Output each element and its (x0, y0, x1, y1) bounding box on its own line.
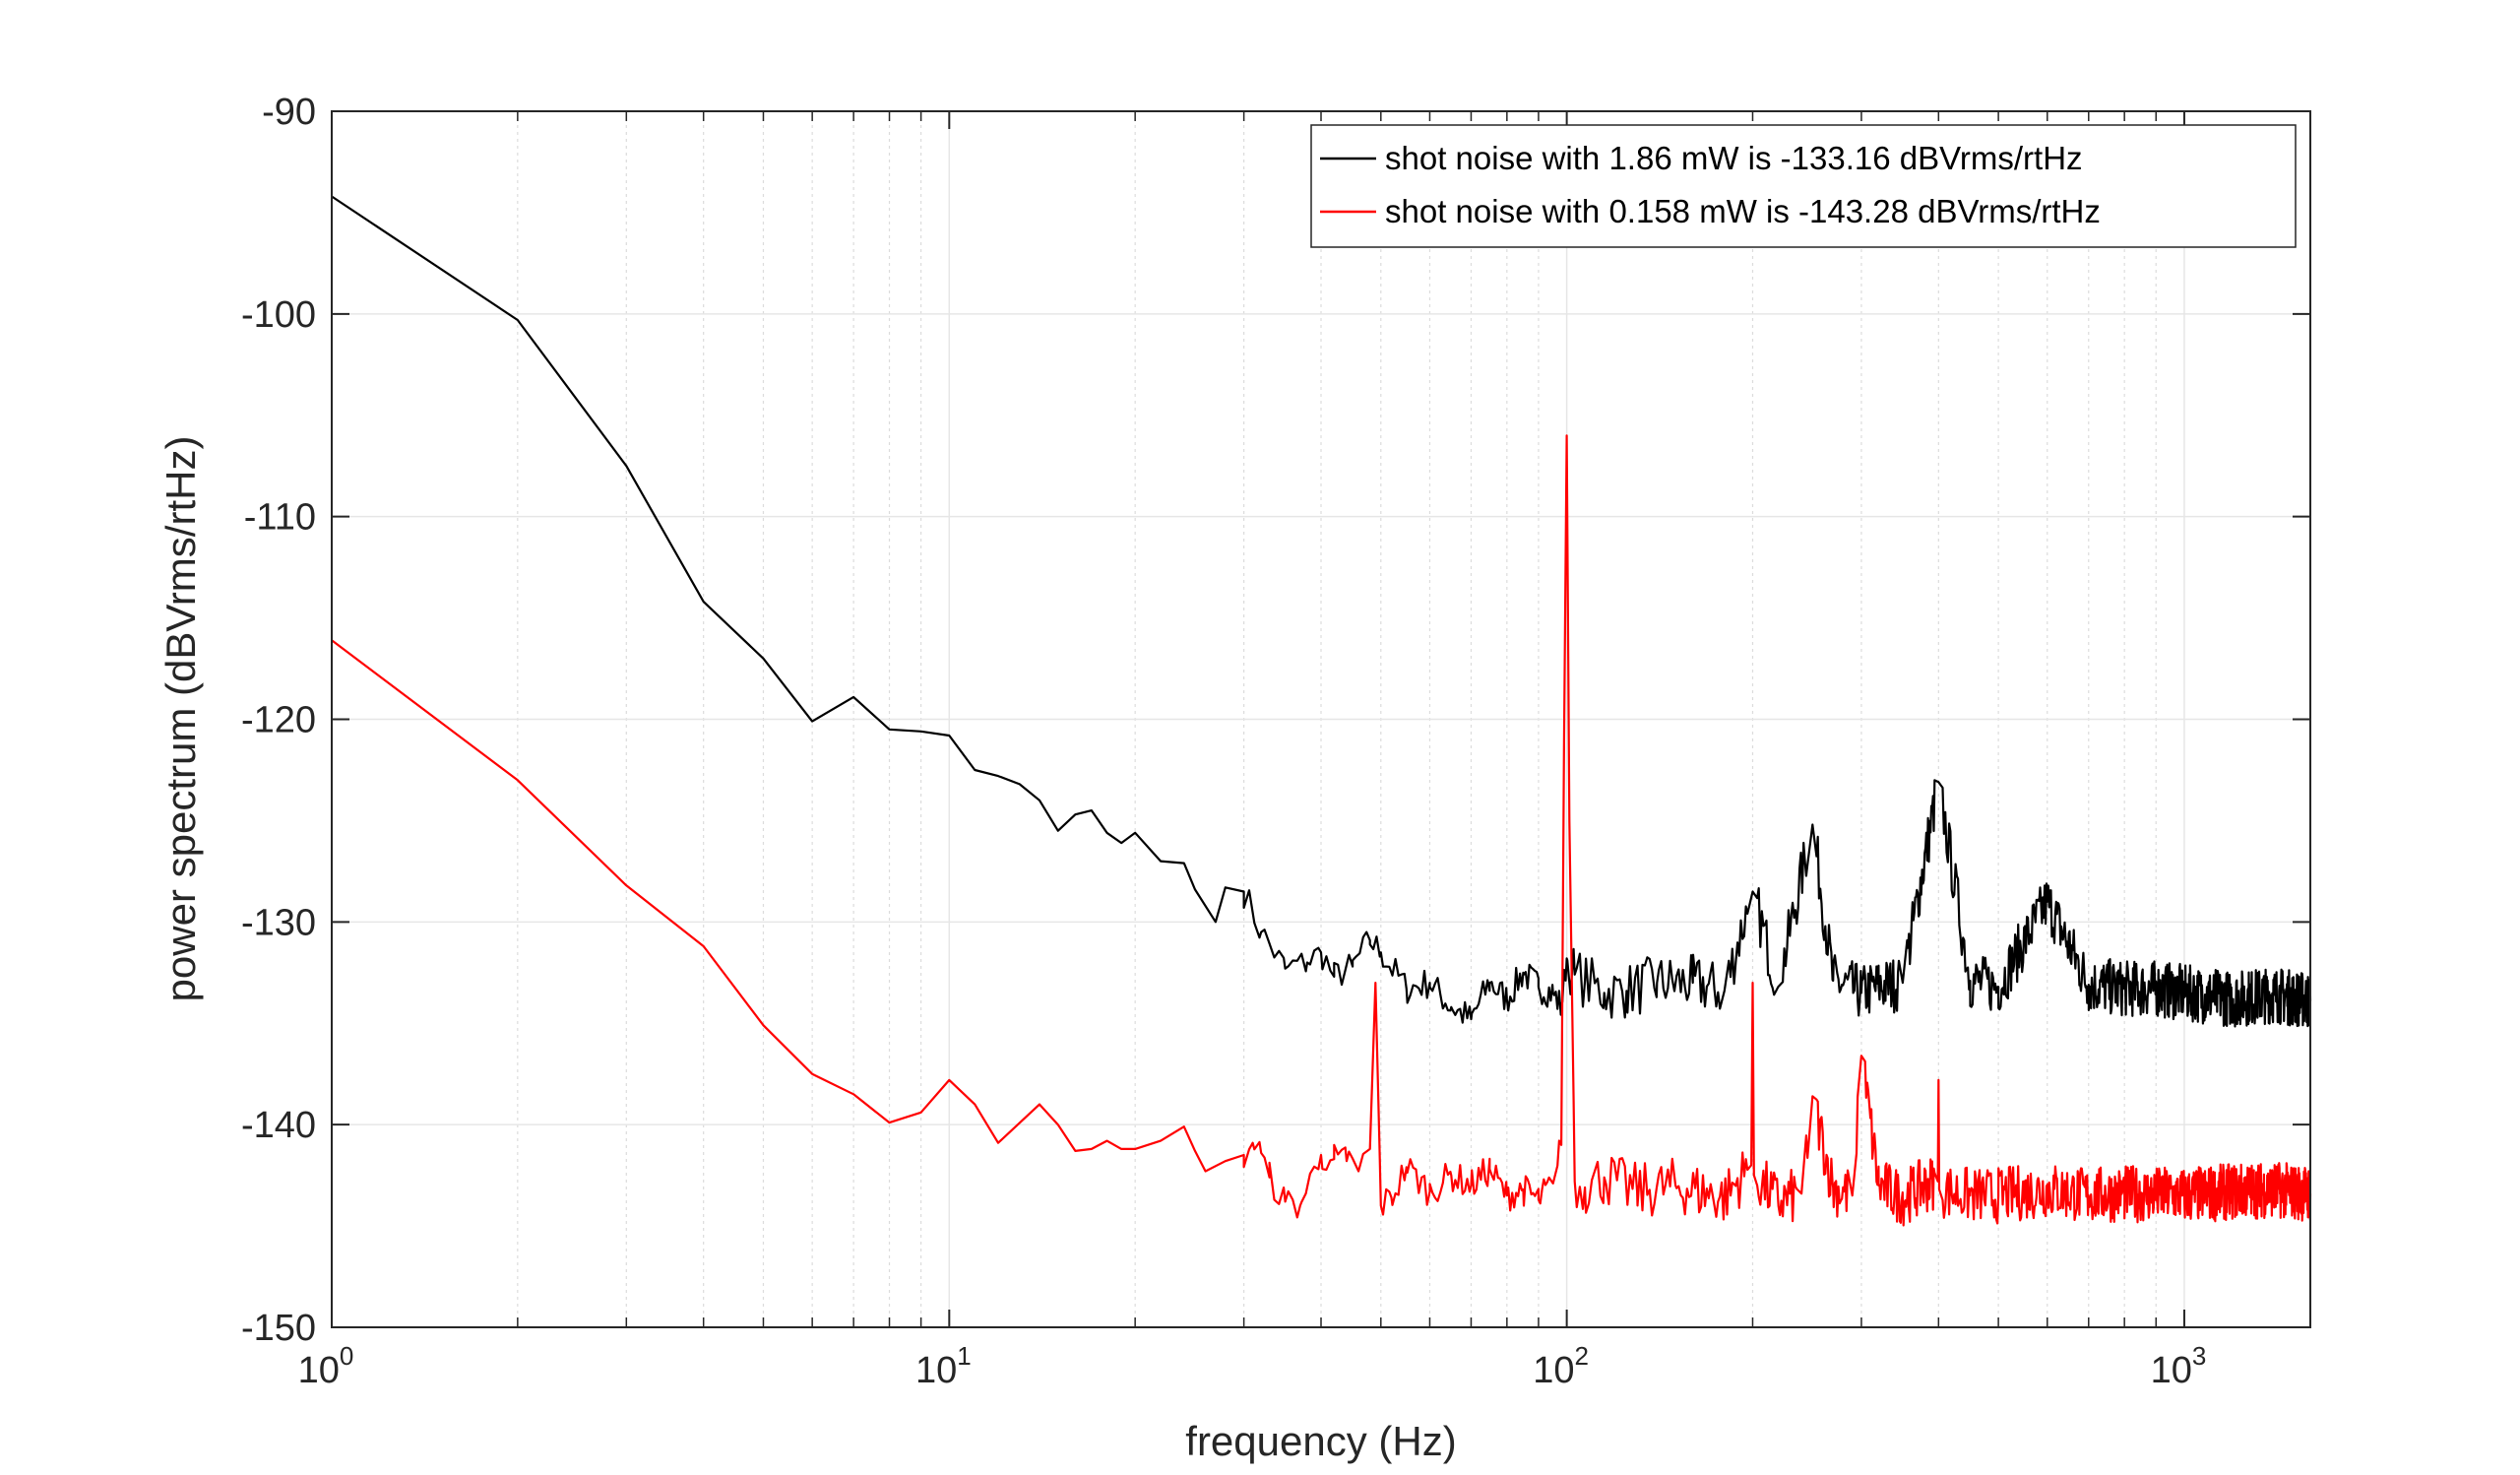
x-tick-label: 102 (1533, 1341, 1589, 1391)
x-tick-label: 101 (915, 1341, 972, 1391)
series-layer (331, 195, 2312, 1227)
x-tick-label: 103 (2151, 1341, 2207, 1391)
y-tick-label: -100 (241, 294, 316, 336)
y-tick-label: -140 (241, 1105, 316, 1146)
axis-ticks: 100 101 102 103 -90 -100 -110 -120 -130 -140 -150 (241, 92, 2310, 1391)
x-tick-label: 100 (298, 1341, 354, 1391)
y-tick-label: -90 (262, 92, 316, 133)
x-axis-title: frequency (Hz) (1185, 1418, 1456, 1464)
y-tick-label: -120 (241, 700, 316, 741)
series-line-0 (331, 195, 2312, 1028)
y-tick-label: -130 (241, 902, 316, 943)
y-tick-label: -110 (244, 497, 316, 539)
series-line-1 (331, 434, 2312, 1227)
legend-label-red: shot noise with 0.158 mW is -143.28 dBVr… (1385, 193, 2101, 229)
legend-box (1310, 124, 2297, 248)
y-axis-title: power spectrum (dBVrms/rtHz) (158, 436, 204, 1002)
legend-label-black: shot noise with 1.86 mW is -133.16 dBVrm… (1385, 140, 2083, 176)
legend: shot noise with 1.86 mW is -133.16 dBVrm… (1310, 124, 2297, 248)
y-tick-label: -150 (241, 1308, 316, 1349)
